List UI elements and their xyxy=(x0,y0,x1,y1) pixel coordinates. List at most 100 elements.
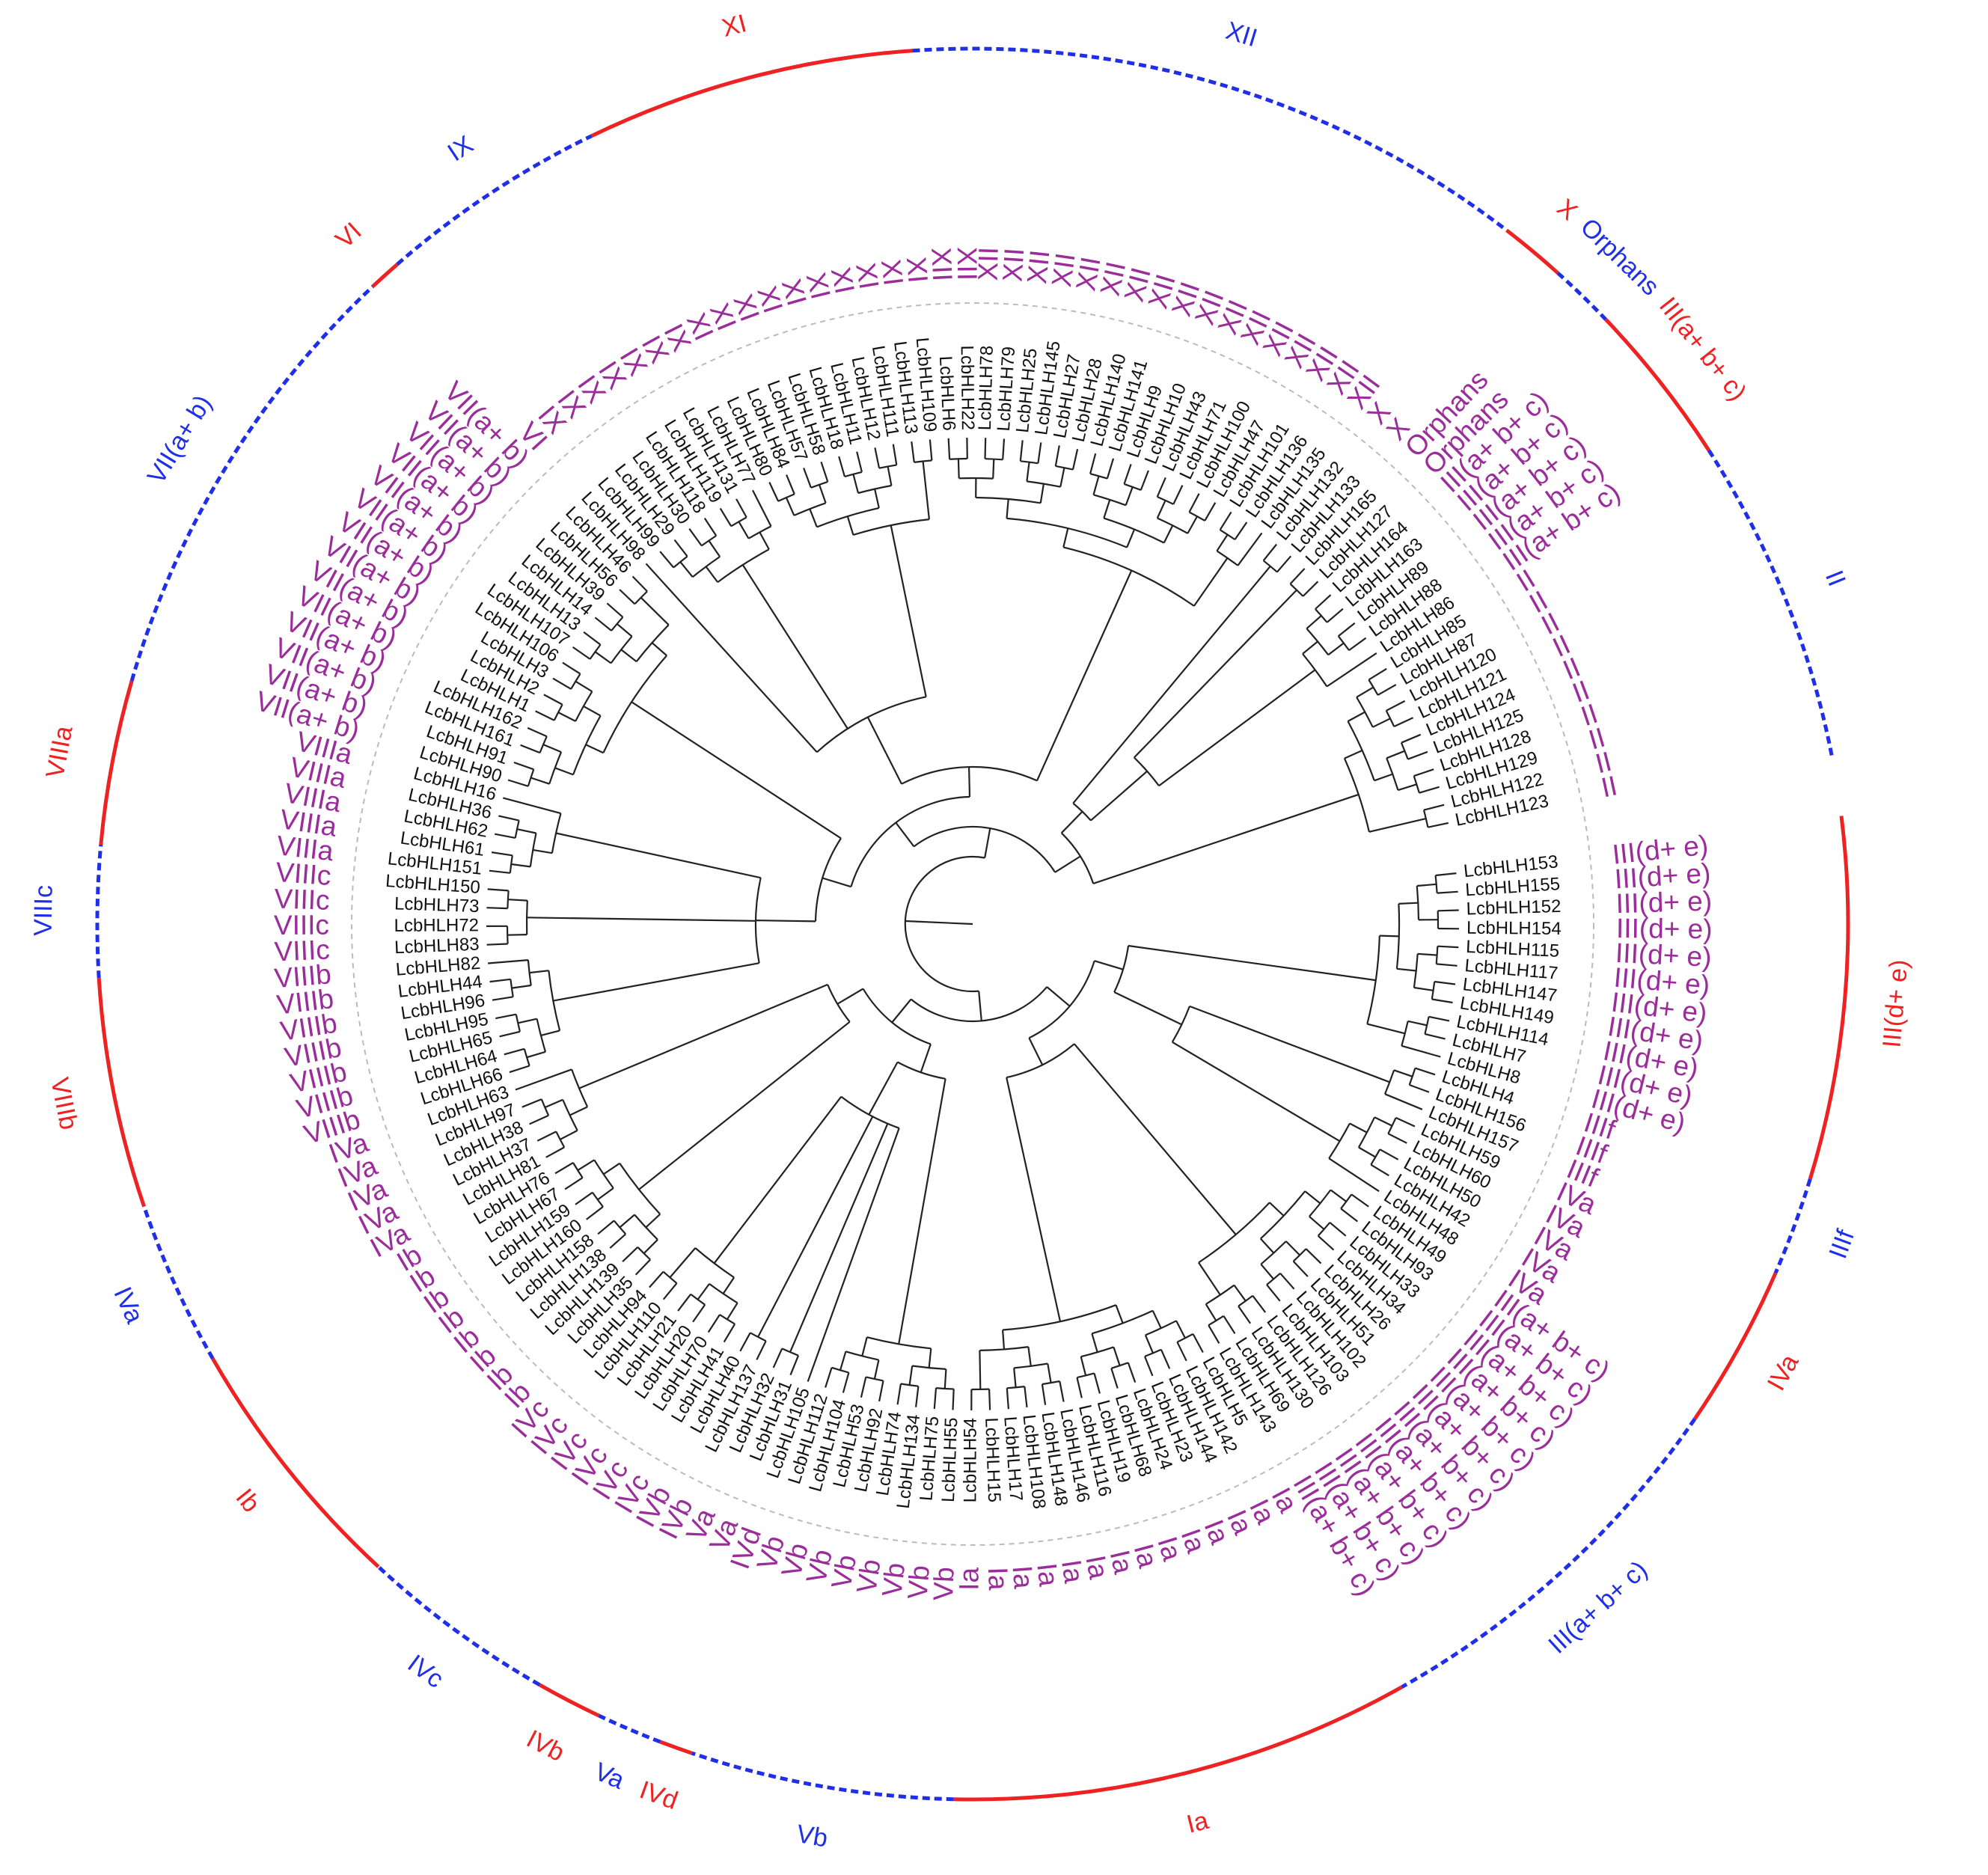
tree-branch xyxy=(1414,769,1434,776)
tree-branch xyxy=(738,521,748,539)
tree-branch xyxy=(721,508,732,526)
tree-branch xyxy=(639,1022,850,1190)
tree-branch xyxy=(678,1294,691,1311)
tree-branch xyxy=(636,1260,650,1275)
tree-branch xyxy=(993,459,994,479)
tree-branch xyxy=(791,1356,799,1375)
tree-branch xyxy=(1062,812,1083,833)
tree-branch xyxy=(1056,445,1059,466)
tree-branch xyxy=(1425,1034,1445,1039)
tree-branch xyxy=(511,864,530,866)
group-ring-arc xyxy=(97,845,101,978)
tree-branch xyxy=(487,944,508,945)
tree-branch xyxy=(825,1368,832,1388)
tree-branch xyxy=(1153,1311,1161,1329)
tree-branch xyxy=(1125,464,1131,484)
tree-branch xyxy=(620,1215,634,1228)
tree-branch xyxy=(560,1131,578,1140)
tree-branch xyxy=(521,745,540,753)
tree-branch xyxy=(1060,468,1064,487)
tree-branch xyxy=(1350,1124,1367,1133)
group-ring-arc xyxy=(1558,273,1606,319)
tree-branch xyxy=(565,1178,583,1189)
group-ring-arc xyxy=(99,978,144,1207)
leaf-label: LcbHLH152 xyxy=(1466,896,1561,920)
tree-branch xyxy=(533,850,552,853)
leaf-label: LcbHLH54 xyxy=(960,1418,980,1502)
group-ring-arc xyxy=(379,1567,540,1685)
leaf-label: LcbHLH83 xyxy=(394,934,480,958)
tree-branch xyxy=(1199,1263,1220,1295)
tree-branch xyxy=(1418,954,1437,955)
tree-branch xyxy=(769,483,778,501)
tree-branch xyxy=(1378,685,1396,695)
tree-branch xyxy=(631,702,841,838)
tree-branch xyxy=(500,1032,520,1037)
tree-branch xyxy=(1367,1024,1405,1034)
group-ring-label: VI xyxy=(330,217,367,254)
tree-branch xyxy=(1267,1285,1280,1301)
tree-branch xyxy=(989,1389,990,1410)
tree-branch xyxy=(911,441,914,462)
tree-branch xyxy=(1414,988,1434,991)
tree-branch xyxy=(1306,616,1321,628)
tree-branch xyxy=(1111,1368,1117,1389)
tree-branch xyxy=(1028,1347,1030,1366)
group-ring-label: IVc xyxy=(403,1649,449,1694)
tree-branch xyxy=(1073,566,1270,804)
tree-branch xyxy=(1193,1334,1203,1353)
tree-branch xyxy=(1417,884,1437,886)
group-ring-label: XII xyxy=(1223,16,1261,52)
group-ring-arc xyxy=(592,51,913,136)
tree-branch xyxy=(1238,533,1261,565)
tree-branch xyxy=(1047,1364,1050,1383)
tree-branch xyxy=(822,878,851,887)
tree-branch xyxy=(1093,795,1359,884)
group-ring-label: IVa xyxy=(1762,1350,1805,1395)
tree-branch xyxy=(1261,1264,1273,1279)
tree-branch xyxy=(1428,823,1448,828)
tree-branch xyxy=(1126,487,1133,505)
tree-branch xyxy=(808,1128,899,1382)
tree-branch xyxy=(531,778,550,784)
tree-branch xyxy=(891,525,926,697)
tree-branch xyxy=(843,1373,849,1393)
tree-branch xyxy=(910,1366,913,1386)
tree-branch xyxy=(543,744,561,752)
tree-branch xyxy=(1176,1321,1185,1338)
group-ring-label: Ia xyxy=(1184,1806,1211,1839)
tree-branch xyxy=(1027,462,1029,482)
subfamily-label: II xyxy=(1598,770,1620,803)
group-ring-arc xyxy=(1709,450,1832,759)
deep-connector xyxy=(905,857,985,991)
tree-branch xyxy=(675,540,688,557)
tree-branch xyxy=(546,1147,565,1157)
group-ring-label: Vb xyxy=(795,1820,831,1853)
tree-branch xyxy=(1415,1068,1435,1075)
group-ring-arc xyxy=(1695,1273,1776,1419)
tree-branch xyxy=(1408,1021,1427,1026)
tree-branch xyxy=(888,466,892,486)
tree-branch xyxy=(504,1049,524,1055)
tree-branch xyxy=(1277,556,1291,572)
group-ring-arc xyxy=(101,681,132,845)
tree-branch xyxy=(1145,1356,1152,1376)
tree-branch xyxy=(1159,670,1315,786)
tree-branch xyxy=(573,647,590,659)
tree-branch xyxy=(1328,643,1344,655)
tree-branch xyxy=(1330,1223,1345,1236)
tree-branch xyxy=(1127,530,1134,548)
tree-branch xyxy=(1386,701,1405,711)
tree-branch xyxy=(510,1066,530,1073)
group-ring-label: IIIf xyxy=(1823,1226,1860,1262)
tree-branch xyxy=(736,499,747,518)
tree-branch xyxy=(892,1000,911,1023)
group-ring-arc xyxy=(954,1687,1402,1799)
tree-branch xyxy=(857,452,862,472)
tree-branch xyxy=(1128,1362,1135,1382)
tree-branch xyxy=(553,963,759,1000)
tree-branch xyxy=(1437,946,1458,947)
tree-branch xyxy=(490,979,511,982)
tree-branch xyxy=(1424,805,1444,810)
